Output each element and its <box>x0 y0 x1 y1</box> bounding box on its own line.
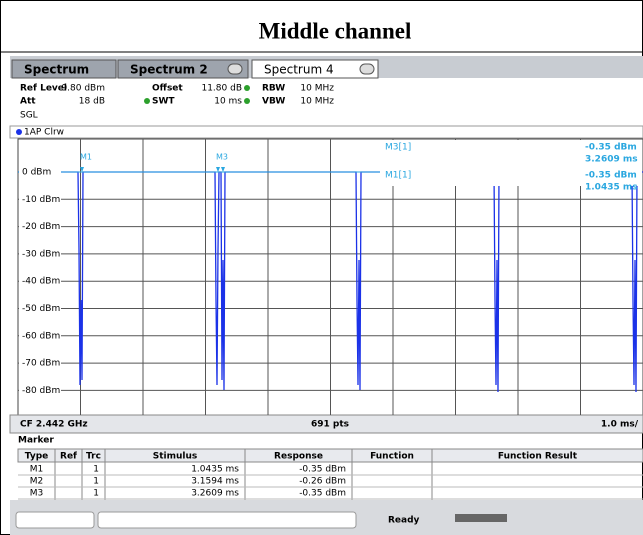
label-bg <box>19 193 61 206</box>
setting-label: SWT <box>152 97 175 107</box>
title: Middle channel <box>259 18 412 43</box>
tab-label: Spectrum <box>24 63 89 77</box>
column-header: Type <box>25 452 48 462</box>
marker-name: M3[1] <box>385 143 411 153</box>
tab[interactable] <box>11 59 117 79</box>
setting-value: 10 MHz <box>300 84 334 94</box>
trace-dot <box>16 129 22 135</box>
footer-bar <box>9 414 643 434</box>
status-field <box>97 511 357 529</box>
table-cell: M2 <box>30 477 44 487</box>
y-label: -50 dBm <box>22 304 60 314</box>
setting-label: Att <box>20 97 36 107</box>
table-cell: 1.0435 ms <box>191 465 239 475</box>
y-label: -80 dBm <box>22 386 60 396</box>
setting-label: Ref Level <box>20 84 67 94</box>
table-title: Marker <box>18 436 54 446</box>
setting-label: VBW <box>262 97 285 107</box>
close-icon <box>359 63 375 75</box>
y-label: -10 dBm <box>22 195 60 205</box>
table-cell: M3 <box>30 489 44 499</box>
trace-bar <box>9 125 643 139</box>
setting-value: 11.80 dB <box>201 84 242 94</box>
marker-level: -0.35 dBm <box>585 143 637 153</box>
table-cell: M1 <box>30 465 44 475</box>
table-cell: 1 <box>93 465 99 475</box>
tab[interactable] <box>117 59 249 79</box>
label-bg <box>19 302 61 315</box>
y-label: -40 dBm <box>22 277 60 287</box>
label-bg <box>19 220 61 233</box>
plot-marker-label: M3 <box>216 153 228 162</box>
setting-value: 10 MHz <box>300 97 334 107</box>
close-icon <box>227 63 243 75</box>
status-text: Ready <box>388 516 420 526</box>
column-header: Function Result <box>498 452 578 462</box>
table-cell: 1 <box>93 489 99 499</box>
tab[interactable] <box>251 59 379 79</box>
y-label: -60 dBm <box>22 331 60 341</box>
table-cell: -0.26 dBm <box>299 477 346 487</box>
marker-info-bg <box>380 140 642 186</box>
y-label: -20 dBm <box>22 222 60 232</box>
setting-value: 18 dB <box>79 97 105 107</box>
column-header: Stimulus <box>153 452 198 462</box>
setting-value: 9.80 dBm <box>61 84 105 94</box>
label-bg <box>19 357 61 370</box>
setting-label: RBW <box>262 84 285 94</box>
trace-label: 1AP Clrw <box>24 128 64 138</box>
y-label: -30 dBm <box>22 249 60 259</box>
table-cell: -0.35 dBm <box>299 489 346 499</box>
table-cell: -0.35 dBm <box>299 465 346 475</box>
status-dot <box>244 98 250 104</box>
label-bg <box>19 329 61 342</box>
marker-time: 1.0435 ms <box>585 183 638 193</box>
span: 1.0 ms/ <box>601 420 639 430</box>
tab-label: Spectrum 2 <box>130 63 208 77</box>
center-frequency: CF 2.442 GHz <box>20 420 88 430</box>
label-bg <box>19 275 61 288</box>
y-label: 0 dBm <box>22 168 51 178</box>
label-bg <box>19 247 61 260</box>
marker-name: M1[1] <box>385 171 411 181</box>
tab-label: Spectrum 4 <box>264 63 334 77</box>
column-header: Function <box>370 452 414 462</box>
table-cell: 3.1594 ms <box>191 477 239 487</box>
table-cell: 3.2609 ms <box>191 489 239 499</box>
table-cell: 1 <box>93 477 99 487</box>
label-bg <box>19 384 61 397</box>
progress-indicator <box>455 514 507 522</box>
status-dot <box>144 98 150 104</box>
column-header: Ref <box>60 452 77 462</box>
label-bg <box>19 166 61 178</box>
marker-level: -0.35 dBm <box>585 171 637 181</box>
table-header-bg <box>17 448 643 463</box>
setting-value: 10 ms <box>214 97 242 107</box>
column-header: Trc <box>86 452 101 462</box>
settings-panel <box>10 78 643 126</box>
marker-time: 3.2609 ms <box>585 155 638 165</box>
plot-marker-label: M1 <box>80 153 92 162</box>
status-dot <box>244 85 250 91</box>
status-field <box>15 511 95 529</box>
points: 691 pts <box>311 420 349 430</box>
sweep-mode: SGL <box>20 111 38 121</box>
column-header: Response <box>274 452 323 462</box>
setting-label: Offset <box>152 84 183 94</box>
y-label: -70 dBm <box>22 359 60 369</box>
